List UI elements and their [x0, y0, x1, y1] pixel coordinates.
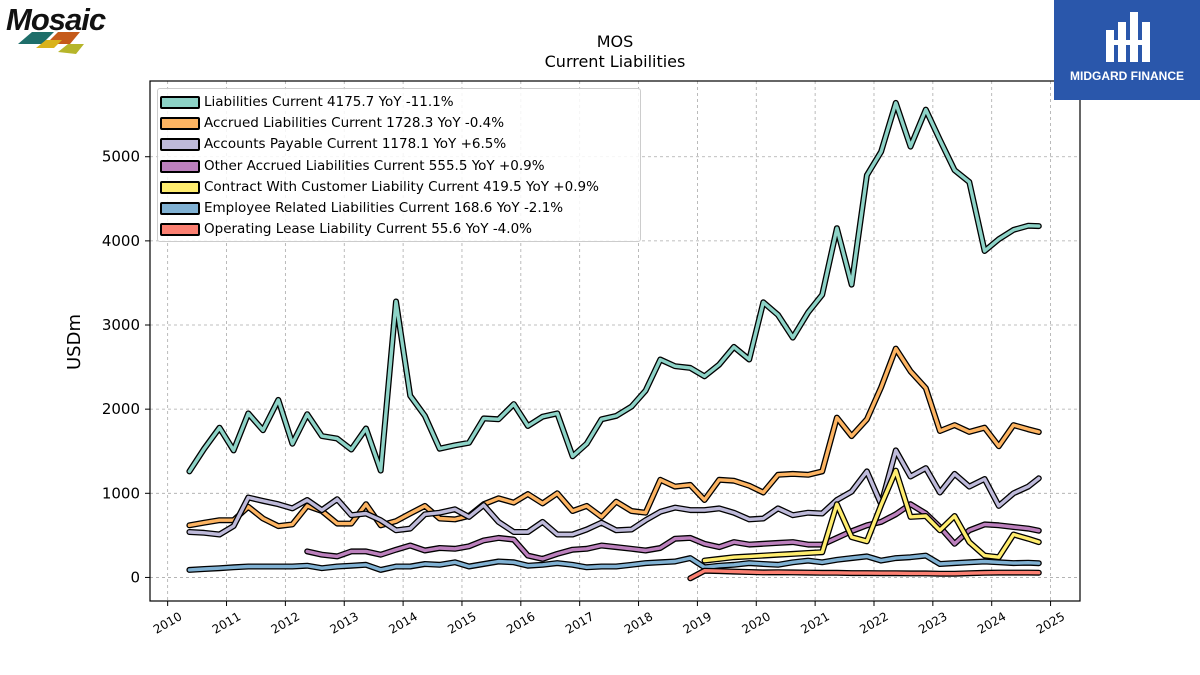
legend-label: Accounts Payable Current 1178.1 YoY +6.5…	[204, 136, 507, 153]
x-tick-label: 2012	[269, 609, 302, 636]
x-tick-label: 2013	[328, 609, 361, 636]
x-tick-label: 2023	[916, 609, 949, 636]
series-line-outline	[186, 345, 1042, 530]
legend-swatch	[160, 96, 200, 109]
x-tick-label: 2014	[386, 609, 419, 636]
chart-subtitle: Current Liabilities	[544, 52, 686, 71]
legend-item: Accounts Payable Current 1178.1 YoY +6.5…	[158, 134, 638, 154]
series-line	[187, 448, 1041, 537]
x-tick-label: 2020	[740, 609, 773, 636]
x-tick-label: 2022	[857, 609, 890, 636]
x-tick-label: 2019	[681, 609, 714, 636]
y-tick-label: 3000	[102, 316, 140, 334]
legend-item: Liabilities Current 4175.7 YoY -11.1%	[158, 92, 638, 112]
x-tick-label: 2018	[622, 609, 655, 636]
legend-swatch	[160, 138, 200, 152]
series-line	[305, 502, 1041, 561]
series-liabilities-current	[186, 99, 1042, 475]
series-contract-with-customer-liability-current	[701, 467, 1042, 564]
legend-label: Operating Lease Liability Current 55.6 Y…	[204, 221, 532, 238]
series-line-outline	[186, 447, 1042, 538]
series-accounts-payable-current	[186, 447, 1042, 538]
x-tick-label: 2017	[563, 609, 596, 636]
y-tick-label: 0	[130, 568, 140, 586]
series-line	[187, 346, 1041, 528]
x-tick-label: 2021	[798, 609, 831, 636]
series-line	[187, 553, 1041, 572]
series-accrued-liabilities-current	[186, 345, 1042, 530]
y-tick-label: 1000	[102, 484, 140, 502]
legend-label: Other Accrued Liabilities Current 555.5 …	[204, 157, 545, 174]
series-line	[702, 468, 1041, 563]
mosaic-logo: Mosaic	[4, 2, 134, 62]
mosaic-logo-mark-icon	[18, 32, 84, 54]
plot-frame	[149, 80, 1081, 602]
legend-label: Employee Related Liabilities Current 168…	[204, 200, 564, 216]
midgard-finance-logo: MIDGARD FINANCE	[1054, 0, 1200, 100]
legend-item: Accrued Liabilities Current 1728.3 YoY -…	[158, 113, 638, 133]
x-tick-label: 2024	[975, 609, 1008, 636]
x-tick-label: 2016	[504, 609, 537, 636]
midgard-finance-logo-text: MIDGARD FINANCE	[1070, 69, 1184, 83]
legend-swatch	[160, 117, 200, 131]
legend-swatch	[160, 180, 200, 194]
legend-swatch	[160, 202, 200, 215]
y-tick-label: 2000	[102, 400, 140, 418]
midgard-emblem-icon	[1106, 12, 1150, 62]
series-line	[187, 101, 1041, 474]
legend-label: Liabilities Current 4175.7 YoY -11.1%	[204, 94, 454, 110]
legend-item: Contract With Customer Liability Current…	[158, 177, 638, 197]
legend-label: Accrued Liabilities Current 1728.3 YoY -…	[204, 115, 505, 132]
y-tick-label: 4000	[102, 232, 140, 250]
legend-item: Employee Related Liabilities Current 168…	[158, 198, 638, 218]
x-tick-label: 2011	[210, 609, 243, 636]
legend-item: Operating Lease Liability Current 55.6 Y…	[158, 219, 638, 239]
x-tick-label: 2010	[151, 609, 184, 636]
x-tick-label: 2025	[1034, 609, 1067, 636]
legend-swatch	[160, 159, 200, 173]
x-axis: 2010 2011 2012 2013 2014 2015 2016 2017 2018 2019…	[151, 601, 1067, 637]
y-tick-label: 5000	[102, 148, 140, 166]
series-line	[688, 569, 1041, 580]
series-operating-lease-liability-current	[687, 567, 1042, 582]
series-lines	[186, 99, 1042, 582]
x-tick-label: 2015	[445, 609, 478, 636]
y-axis: 0 1000 2000 3000 4000 5000	[102, 148, 150, 586]
chart-title: MOS	[596, 32, 634, 51]
series-other-accrued-liabilities-current	[304, 501, 1042, 562]
legend-swatch	[160, 223, 200, 237]
legend-label: Contract With Customer Liability Current…	[204, 178, 599, 195]
y-axis-label: USDm	[64, 314, 85, 370]
legend-item: Other Accrued Liabilities Current 555.5 …	[158, 156, 638, 176]
mosaic-logo-text: Mosaic	[6, 2, 106, 37]
chart-legend: Liabilities Current 4175.7 YoY -11.1% Acc…	[157, 88, 641, 242]
series-employee-related-liabilities-current	[186, 552, 1042, 573]
